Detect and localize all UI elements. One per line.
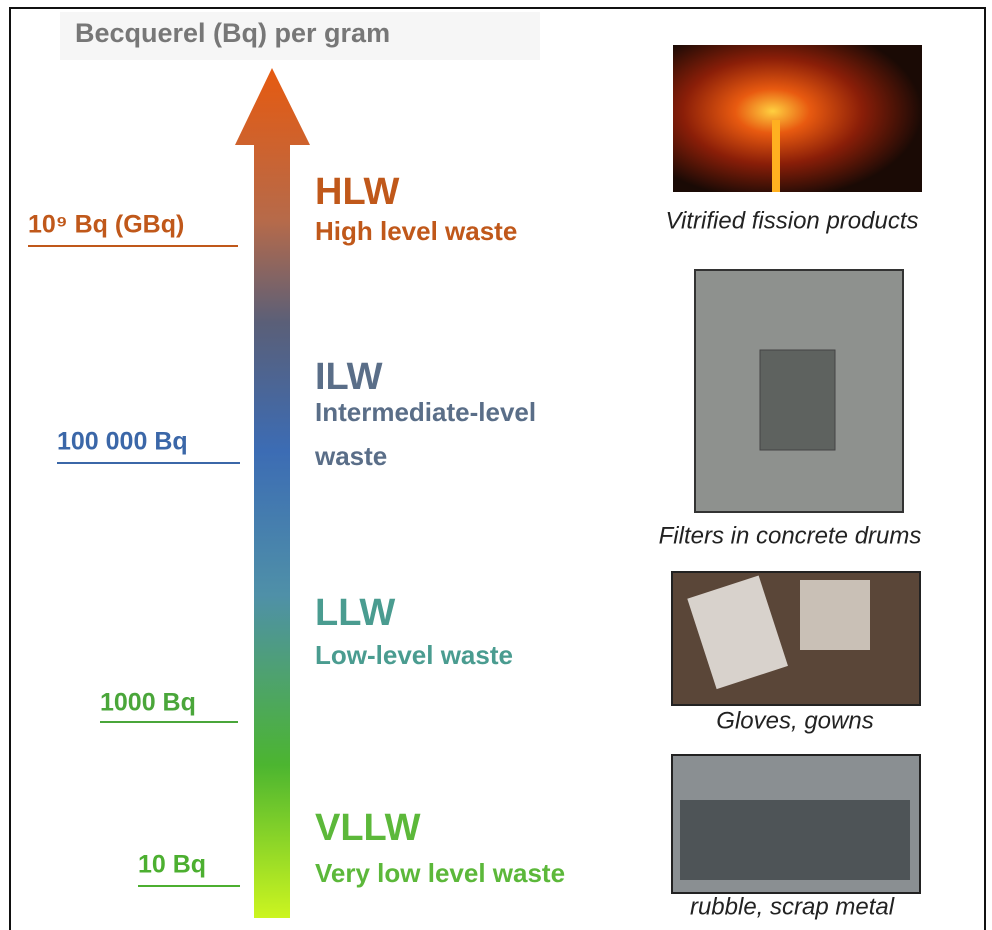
level-code: VLLW (315, 807, 421, 849)
level-code: LLW (315, 592, 395, 634)
photo-detail (772, 120, 780, 192)
level-name: Intermediate-level (315, 397, 536, 427)
level-name: Low-level waste (315, 640, 513, 670)
image-caption: Filters in concrete drums (659, 522, 922, 549)
photo-vitrified (673, 45, 922, 192)
level-name: High level waste (315, 216, 517, 246)
threshold-label: 100 000 Bq (57, 428, 188, 456)
image-caption: Gloves, gowns (716, 707, 873, 734)
image-caption: rubble, scrap metal (690, 893, 895, 920)
threshold-label: 10⁹ Bq (GBq) (28, 211, 184, 239)
diagram: Becquerel (Bq) per gram 10⁹ Bq (GBq) 100… (0, 0, 992, 930)
photo-detail (760, 350, 835, 450)
level-name: waste (314, 441, 387, 471)
level-name: Very low level waste (315, 858, 565, 888)
title: Becquerel (Bq) per gram (75, 18, 390, 48)
photo-detail (800, 580, 870, 650)
level-code: HLW (315, 171, 400, 213)
scale-arrow (235, 68, 310, 918)
photo-detail (680, 800, 910, 880)
threshold-label: 1000 Bq (100, 689, 196, 717)
image-caption: Vitrified fission products (665, 207, 918, 234)
level-code: ILW (315, 356, 383, 398)
threshold-label: 10 Bq (138, 851, 206, 879)
